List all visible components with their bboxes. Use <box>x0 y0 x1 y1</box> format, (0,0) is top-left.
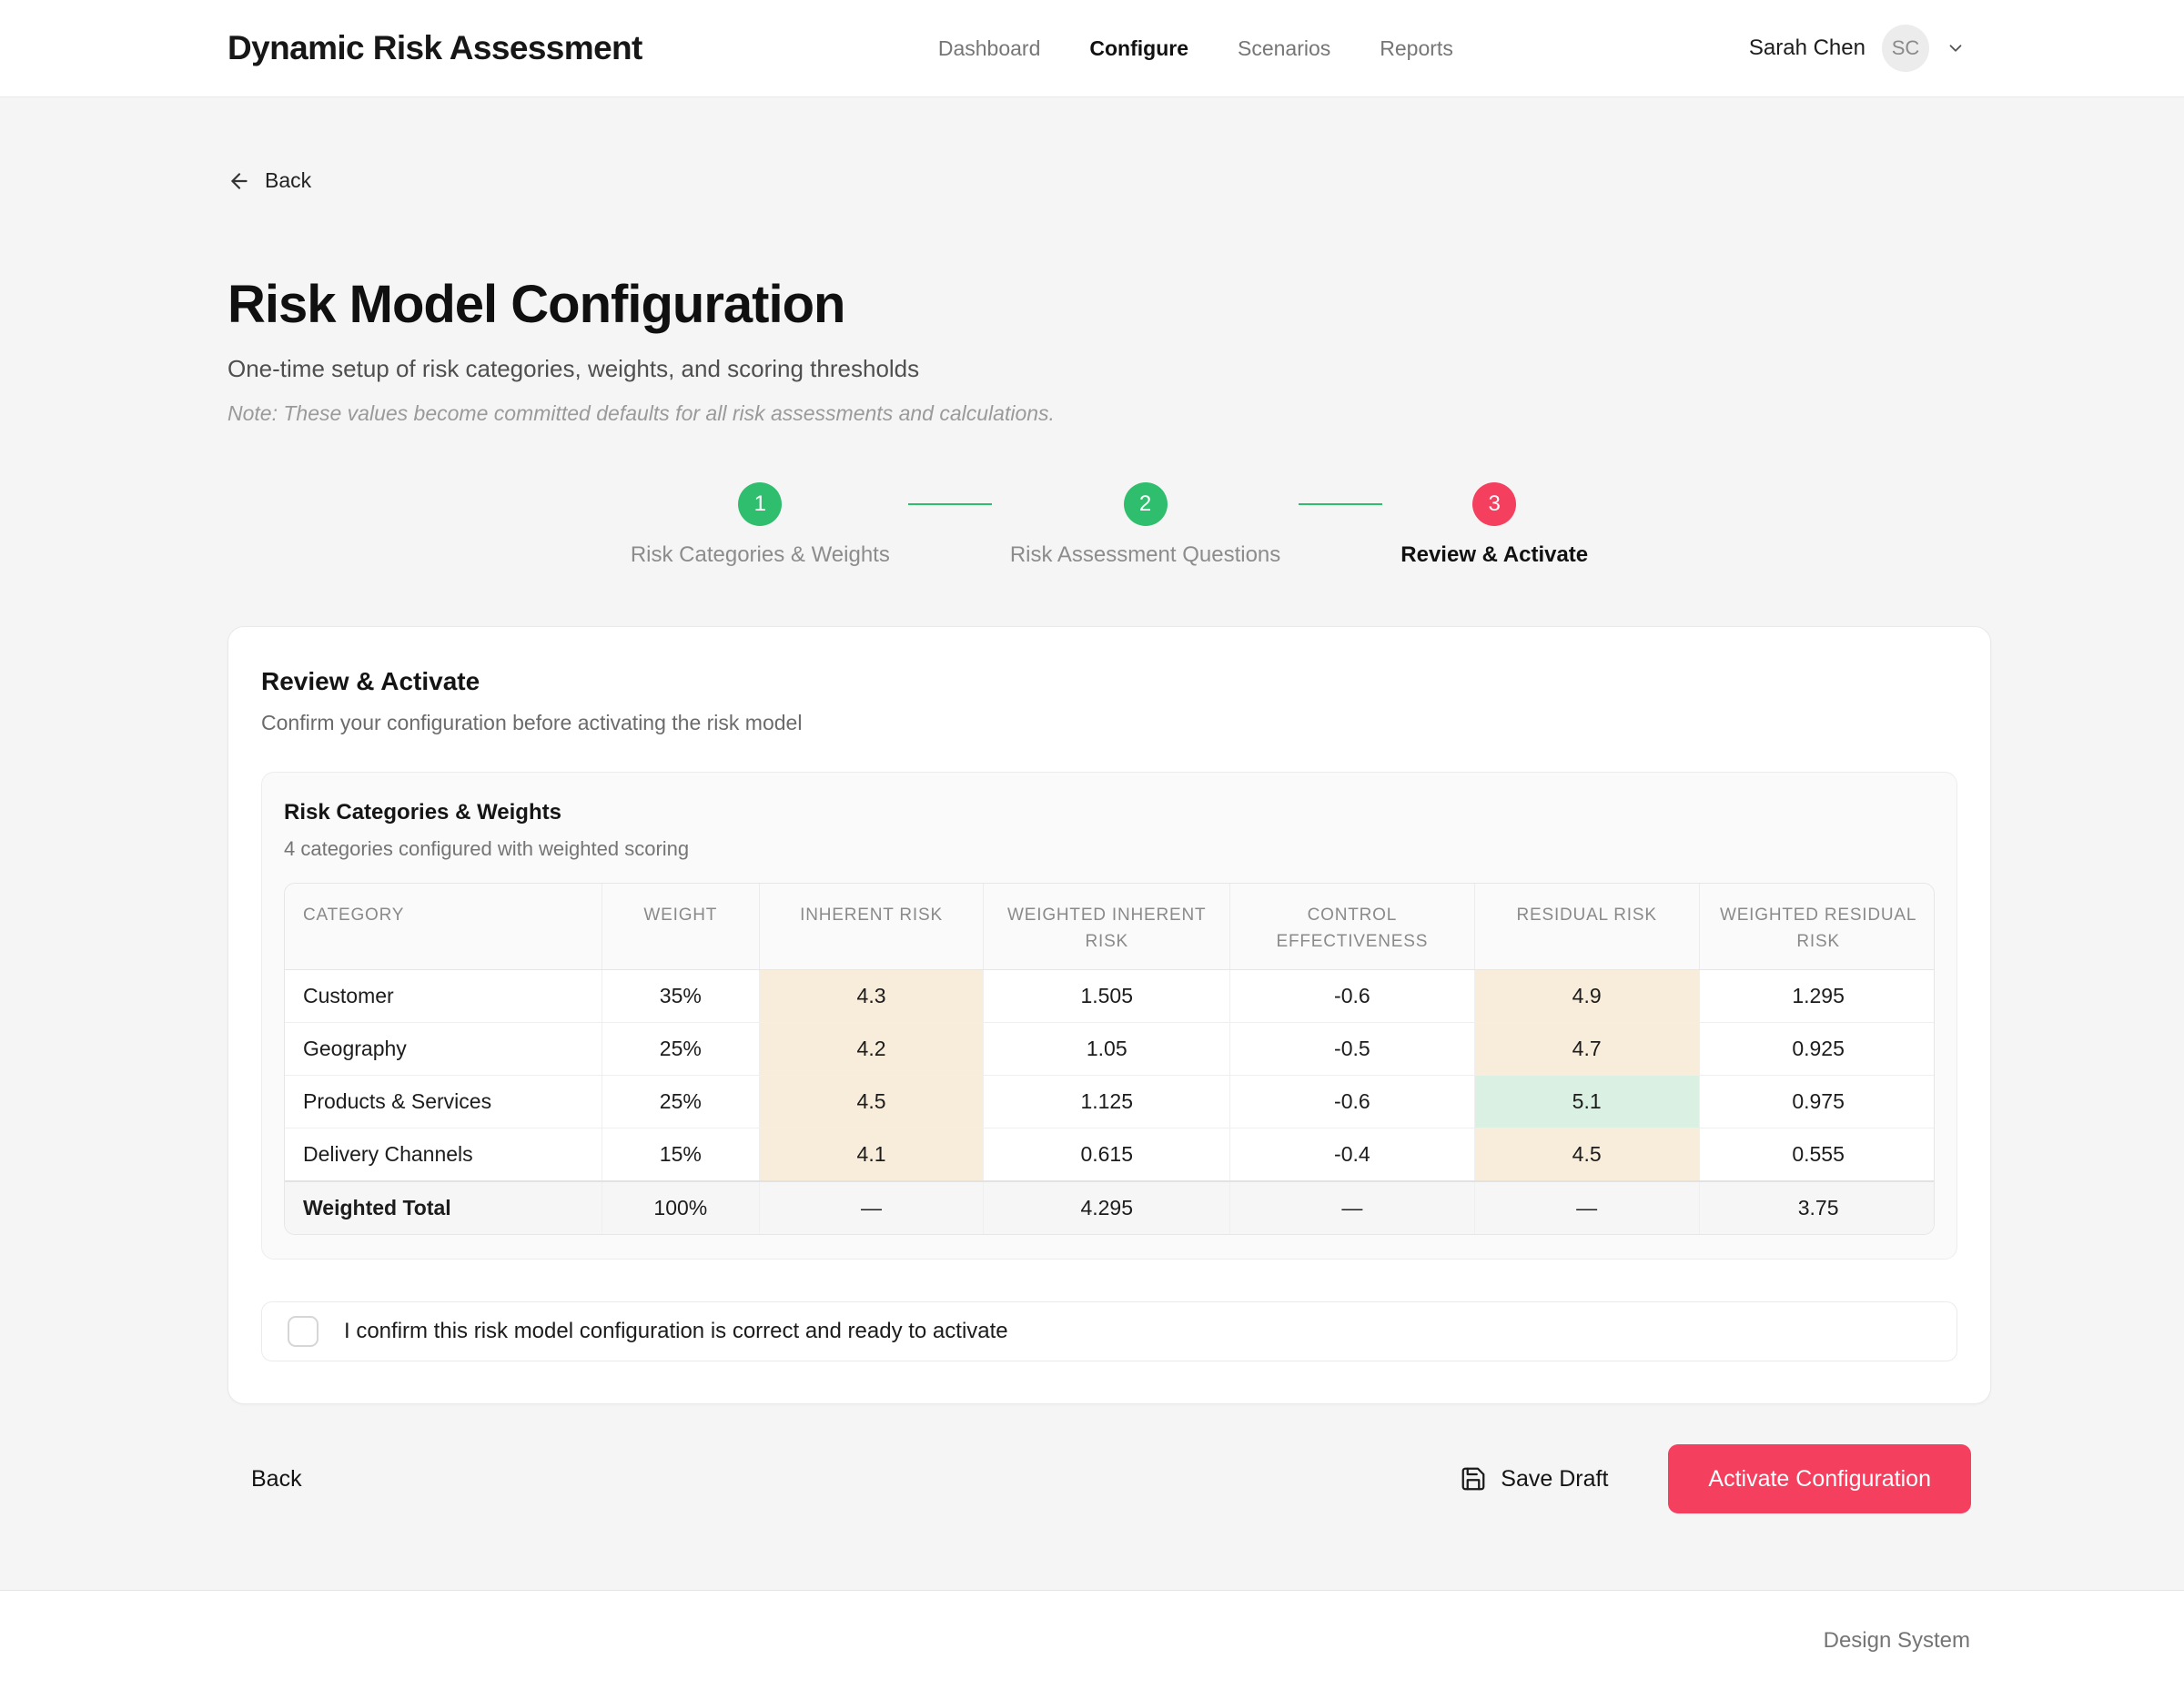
activate-configuration-button[interactable]: Activate Configuration <box>1668 1444 1971 1513</box>
nav-link-configure[interactable]: Configure <box>1089 36 1188 61</box>
cell-control-effectiveness: -0.5 <box>1230 1023 1475 1076</box>
app-title: Dynamic Risk Assessment <box>228 29 642 67</box>
step-1-circle: 1 <box>738 482 782 526</box>
review-card: Review & Activate Confirm your configura… <box>228 626 1991 1405</box>
back-button[interactable]: Back <box>251 1466 302 1493</box>
cell-residual-risk: 4.7 <box>1474 1023 1699 1076</box>
cell-residual-risk: — <box>1474 1181 1699 1234</box>
save-draft-button[interactable]: Save Draft <box>1460 1465 1608 1493</box>
cell-inherent-risk: — <box>759 1181 984 1234</box>
cell-weighted-residual-risk: 1.295 <box>1699 970 1935 1023</box>
cell-inherent-risk: 4.5 <box>759 1076 984 1128</box>
step-2-label: Risk Assessment Questions <box>1010 542 1280 568</box>
panel-subtitle: 4 categories configured with weighted sc… <box>284 837 1935 861</box>
confirm-label: I confirm this risk model configuration … <box>344 1319 1008 1344</box>
cell-weighted-inherent-risk: 1.505 <box>984 970 1230 1023</box>
cell-control-effectiveness: — <box>1230 1181 1475 1234</box>
step-review-activate[interactable]: 3 Review & Activate <box>1400 482 1588 568</box>
cell-weighted-residual-risk: 0.925 <box>1699 1023 1935 1076</box>
save-draft-label: Save Draft <box>1501 1466 1608 1493</box>
cell-weight: 100% <box>602 1181 759 1234</box>
panel-title: Risk Categories & Weights <box>284 800 1935 825</box>
page-subtitle: One-time setup of risk categories, weigh… <box>228 355 1991 383</box>
step-1-label: Risk Categories & Weights <box>631 542 890 568</box>
card-title: Review & Activate <box>261 667 1957 696</box>
column-header-weighted-residual-risk: WEIGHTED RESIDUAL RISK <box>1699 884 1935 970</box>
table-row: Geography 25% 4.2 1.05 -0.5 4.7 0.925 <box>285 1023 1935 1076</box>
categories-panel: Risk Categories & Weights 4 categories c… <box>261 772 1957 1260</box>
cell-category: Delivery Channels <box>285 1128 602 1182</box>
footer: Design System <box>0 1590 2184 1690</box>
step-2-circle: 2 <box>1124 482 1168 526</box>
cell-category: Weighted Total <box>285 1181 602 1234</box>
cell-category: Geography <box>285 1023 602 1076</box>
table-row: Delivery Channels 15% 4.1 0.615 -0.4 4.5… <box>285 1128 1935 1182</box>
confirm-row: I confirm this risk model configuration … <box>261 1301 1957 1361</box>
user-menu[interactable]: Sarah Chen SC <box>1749 25 1966 72</box>
step-risk-categories[interactable]: 1 Risk Categories & Weights <box>631 482 890 568</box>
cell-inherent-risk: 4.2 <box>759 1023 984 1076</box>
main-content: Back Risk Model Configuration One-time s… <box>0 97 2184 1590</box>
arrow-left-icon <box>228 169 251 193</box>
page-title: Risk Model Configuration <box>228 274 1991 335</box>
cell-weighted-inherent-risk: 4.295 <box>984 1181 1230 1234</box>
chevron-down-icon[interactable] <box>1946 38 1966 58</box>
cell-category: Customer <box>285 970 602 1023</box>
cell-inherent-risk: 4.1 <box>759 1128 984 1182</box>
nav-links: Dashboard Configure Scenarios Reports <box>938 36 1453 61</box>
table-total-row: Weighted Total 100% — 4.295 — — 3.75 <box>285 1181 1935 1234</box>
cell-weighted-residual-risk: 3.75 <box>1699 1181 1935 1234</box>
column-header-control-effectiveness: CONTROL EFFECTIVENESS <box>1230 884 1475 970</box>
save-icon <box>1460 1465 1487 1493</box>
table-row: Customer 35% 4.3 1.505 -0.6 4.9 1.295 <box>285 970 1935 1023</box>
cell-weighted-inherent-risk: 1.125 <box>984 1076 1230 1128</box>
step-connector <box>908 503 992 505</box>
avatar[interactable]: SC <box>1882 25 1929 72</box>
user-name: Sarah Chen <box>1749 35 1866 61</box>
nav-link-dashboard[interactable]: Dashboard <box>938 36 1041 61</box>
cell-residual-risk: 4.9 <box>1474 970 1699 1023</box>
card-subtitle: Confirm your configuration before activa… <box>261 711 1957 735</box>
cell-weight: 15% <box>602 1128 759 1182</box>
step-risk-questions[interactable]: 2 Risk Assessment Questions <box>1010 482 1280 568</box>
back-link-label: Back <box>265 168 311 193</box>
confirm-checkbox[interactable] <box>288 1316 318 1347</box>
table-header-row: CATEGORY WEIGHT INHERENT RISK WEIGHTED I… <box>285 884 1935 970</box>
nav-link-scenarios[interactable]: Scenarios <box>1238 36 1330 61</box>
column-header-category: CATEGORY <box>285 884 602 970</box>
footer-label: Design System <box>1824 1628 1970 1654</box>
cell-category: Products & Services <box>285 1076 602 1128</box>
column-header-inherent-risk: INHERENT RISK <box>759 884 984 970</box>
cell-control-effectiveness: -0.6 <box>1230 970 1475 1023</box>
step-connector <box>1299 503 1382 505</box>
nav-link-reports[interactable]: Reports <box>1380 36 1453 61</box>
step-3-label: Review & Activate <box>1400 542 1588 568</box>
cell-weight: 25% <box>602 1076 759 1128</box>
bottom-actions: Back Save Draft Activate Configuration <box>228 1444 1991 1513</box>
table-row: Products & Services 25% 4.5 1.125 -0.6 5… <box>285 1076 1935 1128</box>
cell-control-effectiveness: -0.4 <box>1230 1128 1475 1182</box>
stepper: 1 Risk Categories & Weights 2 Risk Asses… <box>228 482 1991 568</box>
cell-residual-risk: 5.1 <box>1474 1076 1699 1128</box>
cell-weight: 25% <box>602 1023 759 1076</box>
cell-weighted-inherent-risk: 0.615 <box>984 1128 1230 1182</box>
cell-control-effectiveness: -0.6 <box>1230 1076 1475 1128</box>
step-3-circle: 3 <box>1472 482 1516 526</box>
cell-weighted-residual-risk: 0.555 <box>1699 1128 1935 1182</box>
cell-weight: 35% <box>602 970 759 1023</box>
column-header-weight: WEIGHT <box>602 884 759 970</box>
cell-residual-risk: 4.5 <box>1474 1128 1699 1182</box>
page-note: Note: These values become committed defa… <box>228 401 1991 426</box>
cell-inherent-risk: 4.3 <box>759 970 984 1023</box>
cell-weighted-residual-risk: 0.975 <box>1699 1076 1935 1128</box>
back-link[interactable]: Back <box>228 168 311 193</box>
column-header-weighted-inherent-risk: WEIGHTED INHERENT RISK <box>984 884 1230 970</box>
risk-table: CATEGORY WEIGHT INHERENT RISK WEIGHTED I… <box>284 883 1935 1236</box>
column-header-residual-risk: RESIDUAL RISK <box>1474 884 1699 970</box>
top-nav: Dynamic Risk Assessment Dashboard Config… <box>0 0 2184 97</box>
cell-weighted-inherent-risk: 1.05 <box>984 1023 1230 1076</box>
